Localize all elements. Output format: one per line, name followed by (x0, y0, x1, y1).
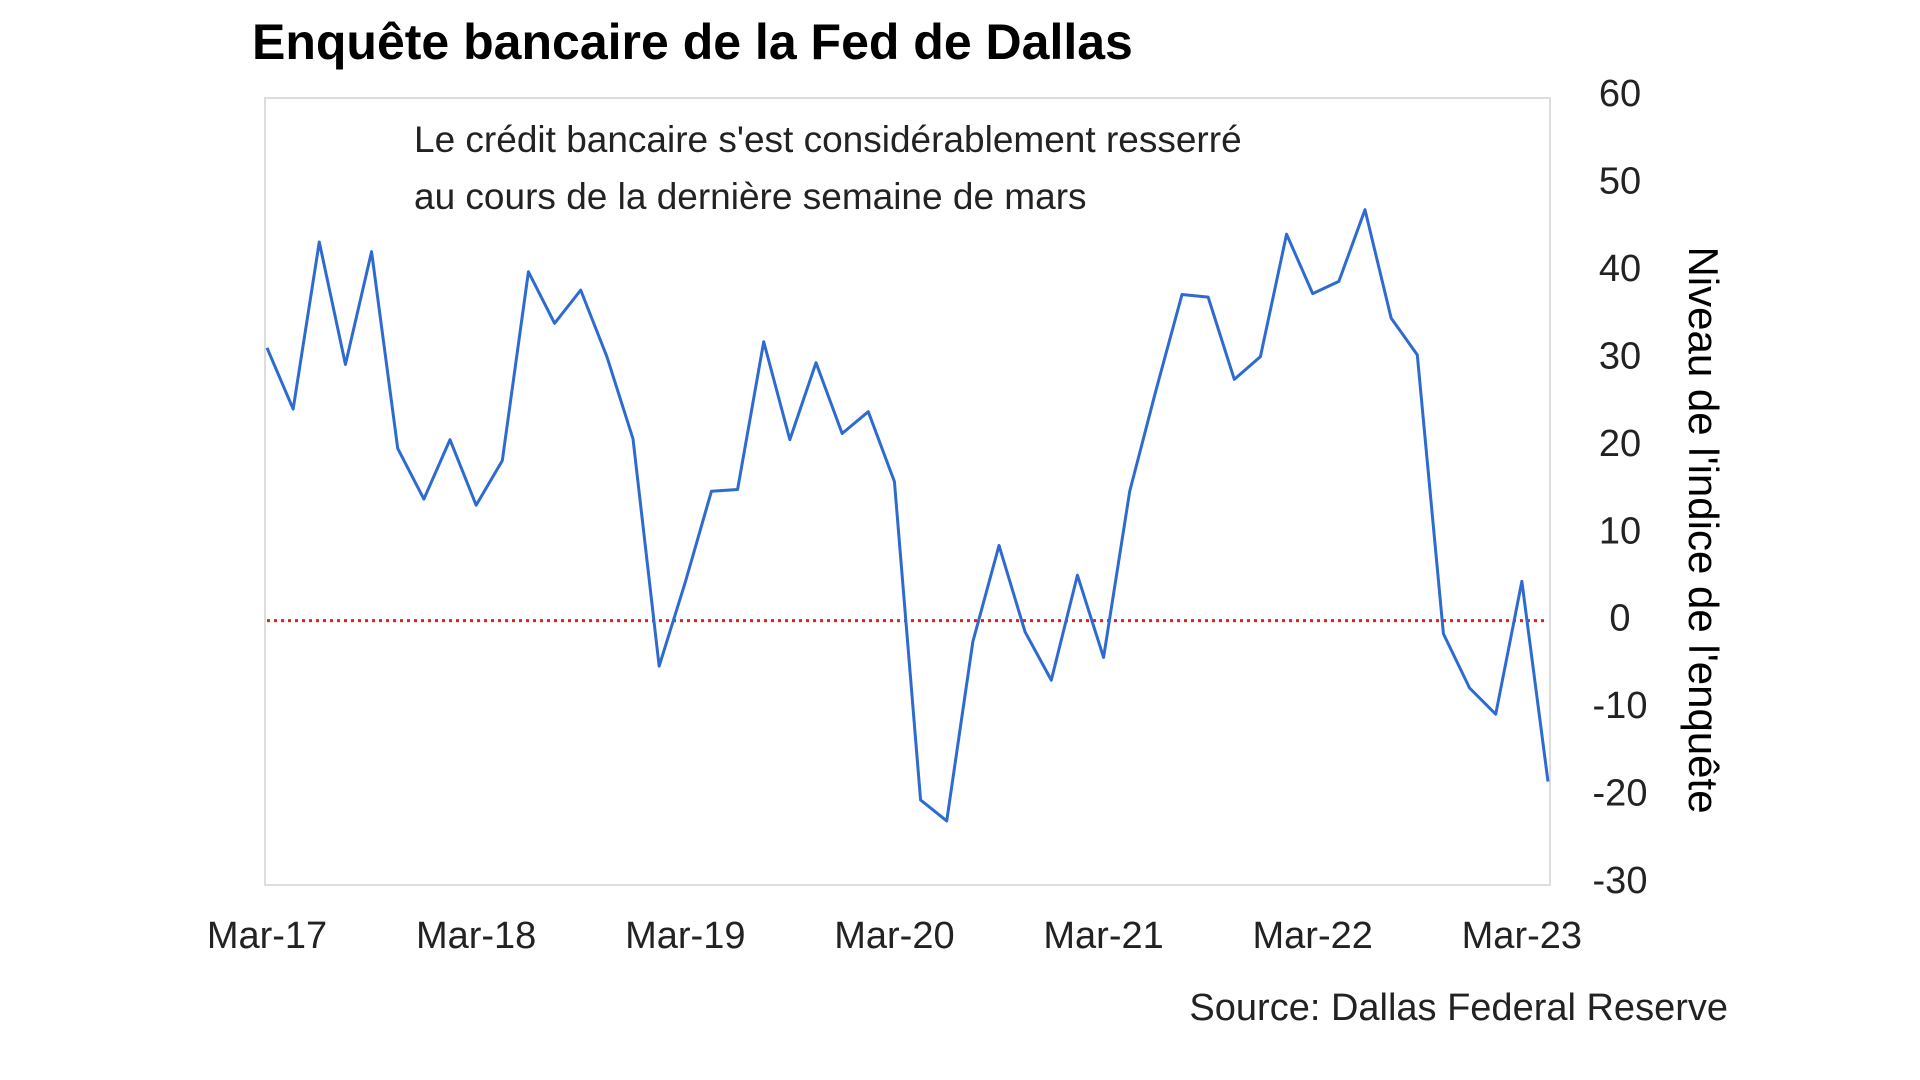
y-tick-label: 40 (1599, 248, 1641, 290)
x-tick-label: Mar-23 (1462, 915, 1582, 957)
x-tick-label: Mar-21 (1043, 915, 1163, 957)
plot-frame (264, 97, 1551, 886)
x-tick-label: Mar-20 (834, 915, 954, 957)
y-tick-label: -30 (1593, 860, 1648, 902)
y-tick-label: 50 (1599, 160, 1641, 202)
y-tick-label: 10 (1599, 510, 1641, 552)
y-tick-label: 20 (1599, 423, 1641, 465)
line-series (265, 208, 1550, 823)
annotation: au cours de la dernière semaine de mars (414, 176, 1087, 217)
y-tick-label: 60 (1599, 73, 1641, 115)
source: Source: Dallas Federal Reserve (1189, 987, 1728, 1029)
y-tick-label: 30 (1599, 335, 1641, 377)
y-tick-label: -10 (1593, 685, 1648, 727)
x-tick-label: Mar-17 (207, 915, 327, 957)
y-axis-label: Niveau de l'indice de l'enquête (1680, 246, 1727, 813)
x-tick-label: Mar-22 (1253, 915, 1373, 957)
y-tick-label: -20 (1593, 773, 1648, 815)
annotation: Le crédit bancaire s'est considérablemen… (414, 119, 1242, 160)
y-tick-label: 0 (1609, 598, 1630, 640)
chart-title: Enquête bancaire de la Fed de Dallas (252, 14, 1133, 70)
x-tick-label: Mar-19 (625, 915, 745, 957)
x-tick-label: Mar-18 (416, 915, 536, 957)
